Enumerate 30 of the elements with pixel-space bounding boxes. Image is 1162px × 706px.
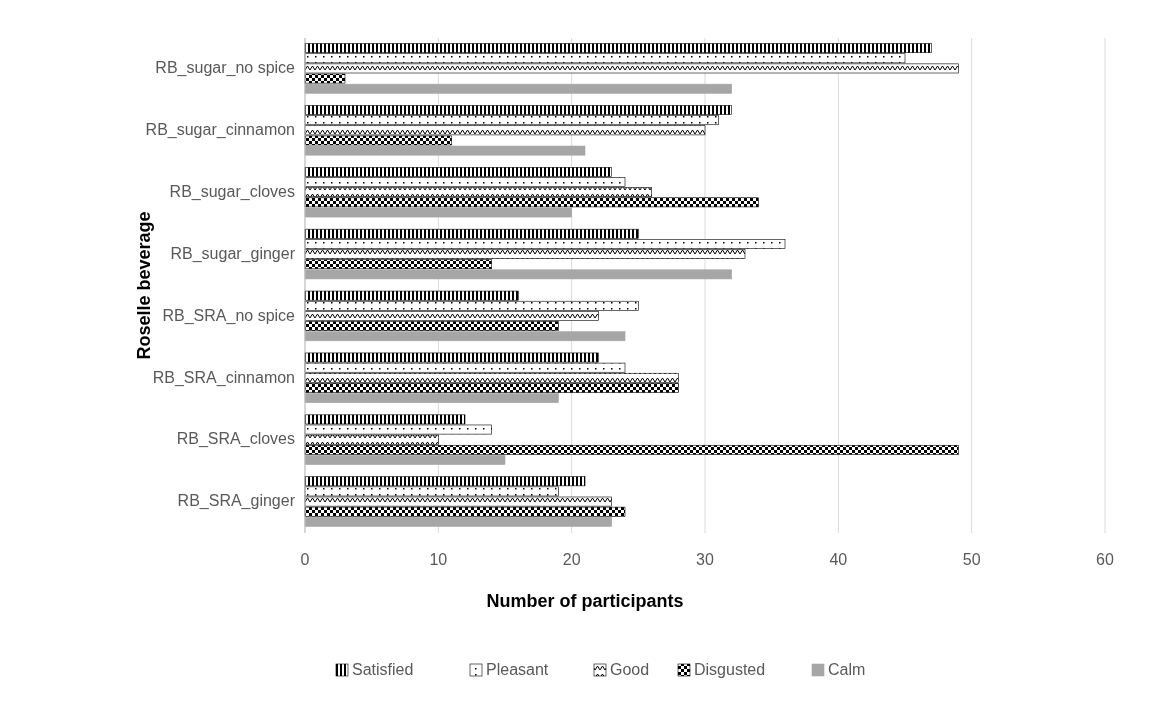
x-tick-label: 60 — [1096, 551, 1114, 568]
x-tick-label: 20 — [562, 551, 581, 568]
y-tick-label: RB_SRA_cloves — [176, 430, 295, 449]
legend-label: Satisfied — [352, 661, 414, 678]
y-tick-label: RB_sugar_cloves — [169, 182, 295, 201]
x-tick-label: 30 — [696, 551, 714, 568]
bar — [304, 393, 559, 403]
legend-label: Pleasant — [486, 661, 549, 678]
bar — [304, 207, 572, 218]
x-tick-label: 0 — [300, 551, 310, 568]
x-axis-title: Number of participants — [486, 591, 684, 611]
bar — [304, 455, 506, 465]
bar — [304, 516, 612, 527]
y-axis-title: Roselle beverage — [134, 211, 154, 360]
x-tick-label: 50 — [962, 551, 981, 568]
y-tick-label: RB_sugar_no spice — [155, 59, 296, 78]
bar — [304, 83, 732, 94]
legend-label: Disgusted — [694, 661, 766, 678]
y-tick-label: RB_SRA_cinnamon — [152, 368, 295, 387]
x-tick-label: 10 — [429, 551, 448, 568]
legend-label: Good — [610, 661, 650, 678]
y-tick-label: RB_sugar_cinnamon — [145, 121, 295, 140]
y-tick-label: RB_SRA_no spice — [162, 306, 296, 325]
legend-label: Calm — [828, 661, 866, 678]
y-tick-label: RB_sugar_ginger — [170, 244, 296, 263]
bar — [304, 331, 626, 342]
bar — [304, 269, 732, 280]
y-tick-label: RB_SRA_ginger — [177, 492, 296, 511]
x-tick-label: 40 — [829, 551, 848, 568]
bar — [304, 145, 586, 156]
